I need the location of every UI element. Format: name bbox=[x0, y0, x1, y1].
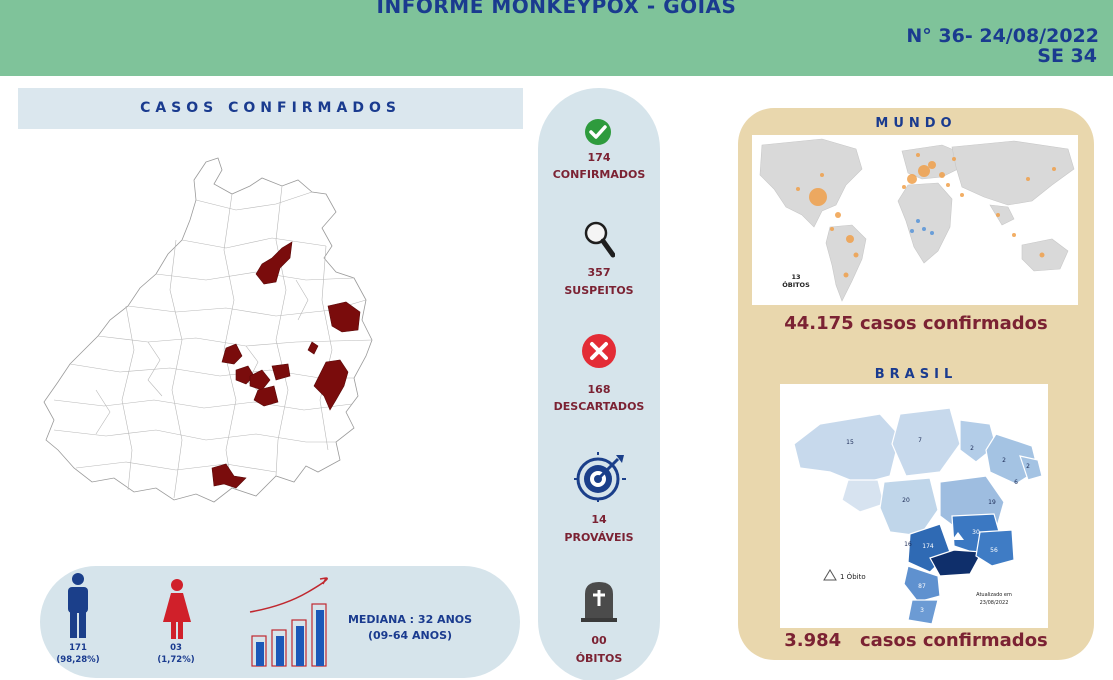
municipality-borders bbox=[53, 185, 373, 499]
check-circle-icon bbox=[585, 119, 611, 145]
female-icon bbox=[163, 579, 191, 639]
state-count-label: 20 bbox=[902, 497, 910, 504]
confirmed-label: CONFIRMADOS bbox=[552, 168, 646, 181]
world-cases-map bbox=[752, 135, 1078, 305]
deaths-value: 00 bbox=[591, 634, 607, 647]
epi-week: SE 34 bbox=[1037, 45, 1097, 67]
header-bar: INFORME MONKEYPOX - GOIÁS N° 36- 24/08/2… bbox=[0, 0, 1113, 76]
state-count-label: 6 bbox=[1014, 479, 1018, 486]
world-deaths-count: 13 bbox=[791, 273, 801, 281]
issue-info: N° 36- 24/08/2022 SE 34 bbox=[906, 26, 1099, 66]
male-count: 171 bbox=[69, 643, 87, 653]
confirmed-case-municipalities bbox=[211, 241, 361, 489]
suspected-value: 357 bbox=[587, 266, 611, 279]
x-circle-icon bbox=[582, 334, 616, 368]
state-count-label: 2 bbox=[1026, 463, 1030, 470]
brazil-death-marker bbox=[952, 532, 964, 540]
report-title: INFORME MONKEYPOX - GOIÁS bbox=[376, 0, 737, 18]
world-landmasses bbox=[759, 138, 1075, 302]
median-age: MEDIANA : 32 ANOS (09-64 ANOS) bbox=[340, 612, 480, 644]
discarded-value: 168 bbox=[587, 383, 611, 396]
state-count-label: 3 bbox=[920, 607, 924, 614]
state-count-label: 87 bbox=[918, 583, 926, 590]
target-icon bbox=[574, 452, 626, 502]
world-cases-total: 44.175 casos confirmados bbox=[784, 313, 1048, 334]
male-icon bbox=[68, 573, 88, 638]
brazil-title: BRASIL bbox=[874, 367, 958, 382]
state-count-label: 7 bbox=[918, 437, 922, 444]
female-percent: (1,72%) bbox=[157, 655, 195, 665]
state-count-label: 16 bbox=[904, 541, 912, 548]
world-title: MUNDO bbox=[875, 116, 957, 131]
probable-value: 14 bbox=[591, 513, 607, 526]
brazil-cases-total: 3.984 casos confirmados bbox=[784, 630, 1048, 651]
brazil-state-labels: 15 7 2 2 2 6 19 20 16 174 30 56 87 3 bbox=[846, 437, 1030, 614]
state-count-label: 2 bbox=[970, 445, 974, 452]
magnifier-icon bbox=[584, 221, 615, 258]
state-count-label: 19 bbox=[988, 499, 996, 506]
probable-label: PROVÁVEIS bbox=[564, 531, 634, 544]
growth-chart-icon bbox=[249, 577, 328, 667]
confirmed-cases-banner: CASOS CONFIRMADOS bbox=[18, 88, 523, 129]
death-legend-icon bbox=[823, 569, 837, 581]
deaths-label: ÓBITOS bbox=[575, 652, 623, 665]
updated-date: 23/08/2022 bbox=[980, 600, 1009, 606]
suspected-label: SUSPEITOS bbox=[564, 284, 634, 297]
male-percent: (98,28%) bbox=[56, 655, 100, 665]
female-count: 03 bbox=[170, 643, 182, 653]
state-count-label: 15 bbox=[846, 439, 854, 446]
goias-municipality-map bbox=[43, 157, 373, 503]
confirmed-value: 174 bbox=[587, 151, 611, 164]
world-deaths-label: ÓBITOS bbox=[782, 281, 810, 289]
issue-number-date: N° 36- 24/08/2022 bbox=[906, 25, 1099, 47]
brazil-states bbox=[793, 407, 1043, 625]
brazil-cases-map: 15 7 2 2 2 6 19 20 16 174 30 56 87 3 1 Ó… bbox=[780, 384, 1048, 628]
world-case-bubbles bbox=[796, 153, 1056, 278]
tombstone-icon bbox=[581, 582, 617, 622]
discarded-label: DESCARTADOS bbox=[553, 400, 645, 413]
goias-outline bbox=[43, 157, 373, 503]
state-count-label: 2 bbox=[1002, 457, 1006, 464]
death-legend-label: 1 Óbito bbox=[840, 572, 866, 581]
case-status-panel bbox=[538, 88, 660, 680]
updated-label: Atualizado em bbox=[976, 592, 1012, 598]
state-count-label: 174 bbox=[922, 543, 934, 550]
world-death-markers bbox=[910, 219, 934, 235]
median-age-label: MEDIANA : 32 ANOS bbox=[347, 613, 473, 626]
age-range-label: (09-64 ANOS) bbox=[367, 629, 453, 642]
state-count-label: 30 bbox=[972, 529, 980, 536]
state-count-label: 56 bbox=[990, 547, 998, 554]
